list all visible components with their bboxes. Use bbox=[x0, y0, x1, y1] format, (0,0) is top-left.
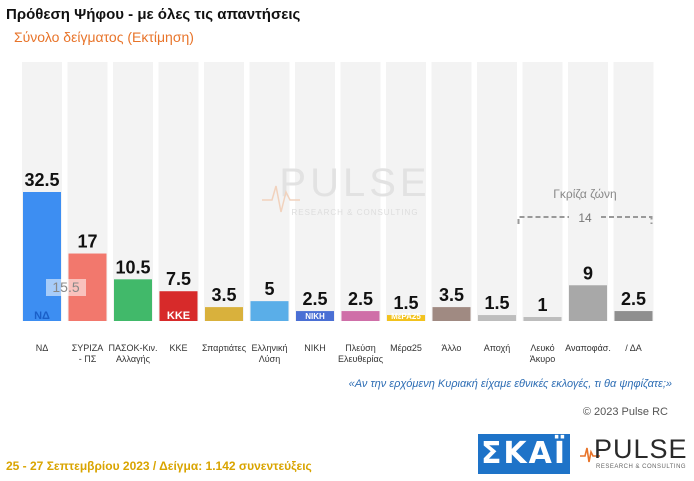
category-label: - ΠΣ bbox=[79, 354, 97, 364]
grey-zone-bracket-right bbox=[601, 216, 653, 224]
category-label: Λύση bbox=[259, 354, 281, 364]
watermark-word: PULSE bbox=[279, 161, 430, 205]
bar bbox=[387, 315, 425, 321]
category-label: Άλλο bbox=[442, 343, 462, 353]
column-background bbox=[295, 62, 335, 321]
pulse-wave-icon bbox=[580, 447, 600, 463]
column-background bbox=[613, 62, 654, 321]
pulse-logo-word: PULSE bbox=[594, 434, 688, 464]
bar-value-label: 17 bbox=[77, 232, 97, 252]
category-label: Αναποφάσ. bbox=[565, 343, 611, 353]
column-background bbox=[386, 62, 426, 321]
category-label: ΝΙΚΗ bbox=[304, 343, 326, 353]
bar-value-label: 2.5 bbox=[302, 289, 327, 309]
party-mark-label: ΝΙΚΗ bbox=[305, 312, 325, 321]
copyright-note: © 2023 Pulse RC bbox=[582, 406, 668, 418]
bar-value-label: 7.5 bbox=[166, 269, 191, 289]
column-background bbox=[522, 62, 563, 321]
skai-logo: ΣΚΑΪ bbox=[478, 434, 570, 474]
category-label: ΣΥΡΙΖΑ bbox=[72, 343, 104, 353]
bar bbox=[523, 317, 562, 321]
survey-question: «Αν την ερχόμενη Κυριακή είχαμε εθνικές … bbox=[348, 378, 672, 390]
category-label: Πλεύση bbox=[345, 343, 376, 353]
watermark-tagline: RESEARCH & CONSULTING bbox=[291, 208, 418, 217]
party-mark-label: ΚΚΕ bbox=[167, 310, 190, 322]
bar-value-label: 1.5 bbox=[393, 293, 418, 313]
grey-zone-label: Γκρίζα ζώνη bbox=[553, 187, 616, 201]
pulse-logo-tagline: RESEARCH & CONSULTING bbox=[596, 464, 687, 470]
category-label: Αποχή bbox=[484, 343, 511, 353]
column-background bbox=[204, 62, 244, 321]
grey-zone-value: 14 bbox=[578, 211, 592, 225]
column-background bbox=[340, 62, 381, 321]
bar bbox=[205, 307, 243, 321]
watermark-wave-icon bbox=[262, 185, 300, 213]
party-mark-label: ΝΔ bbox=[34, 310, 50, 322]
bar bbox=[341, 311, 380, 321]
fieldwork-note: 25 - 27 Σεπτεμβρίου 2023 / Δείγμα: 1.142… bbox=[6, 459, 312, 473]
inner-label-box bbox=[46, 279, 86, 296]
grey-zone-bracket-left bbox=[517, 216, 569, 224]
category-label: Αλλαγής bbox=[116, 354, 151, 364]
column-background bbox=[158, 62, 199, 321]
bar bbox=[569, 285, 607, 321]
category-label: Άκυρο bbox=[530, 354, 556, 364]
bar-value-label: 2.5 bbox=[348, 289, 373, 309]
category-label: ΠΑΣΟΚ-Κιν. bbox=[108, 343, 157, 353]
bar bbox=[296, 311, 334, 321]
bar-value-label: 32.5 bbox=[24, 170, 59, 190]
chart-subtitle: Σύνολο δείγματος (Εκτίμηση) bbox=[14, 29, 194, 45]
chart-title: Πρόθεση Ψήφου - με όλες τις απαντήσεις bbox=[6, 6, 301, 23]
bar-value-label: 10.5 bbox=[115, 257, 150, 277]
bar bbox=[250, 301, 289, 321]
bar-value-label: 3.5 bbox=[439, 285, 464, 305]
bar-value-label: 1 bbox=[537, 295, 547, 315]
bar bbox=[614, 311, 653, 321]
category-label: Ελληνική bbox=[251, 343, 287, 353]
category-label: / ΔΑ bbox=[625, 343, 642, 353]
bar bbox=[432, 307, 471, 321]
column-background bbox=[477, 62, 517, 321]
column-background bbox=[249, 62, 290, 321]
bar bbox=[159, 291, 198, 321]
column-background bbox=[113, 62, 153, 321]
bar-value-label: 2.5 bbox=[621, 289, 646, 309]
party-mark-label: ΜέΡΑ25 bbox=[391, 312, 421, 321]
category-label: Ελευθερίας bbox=[338, 354, 384, 364]
bar-value-label: 5 bbox=[264, 279, 274, 299]
pulse-logo: PULSE RESEARCH & CONSULTING bbox=[580, 434, 688, 474]
bar bbox=[114, 279, 152, 321]
category-label: ΝΔ bbox=[36, 343, 49, 353]
bar-value-label: 1.5 bbox=[484, 293, 509, 313]
category-label: ΚΚΕ bbox=[169, 343, 187, 353]
bar-value-label: 3.5 bbox=[211, 285, 236, 305]
bar bbox=[23, 192, 61, 321]
column-background bbox=[568, 62, 608, 321]
category-label: Σπαρτιάτες bbox=[202, 343, 247, 353]
category-label: Μέρα25 bbox=[390, 343, 422, 353]
column-background bbox=[431, 62, 472, 321]
category-label: Λευκό bbox=[530, 343, 554, 353]
bar-value-label: 9 bbox=[583, 263, 593, 283]
bar bbox=[478, 315, 516, 321]
inner-value-label: 15.5 bbox=[52, 279, 79, 295]
